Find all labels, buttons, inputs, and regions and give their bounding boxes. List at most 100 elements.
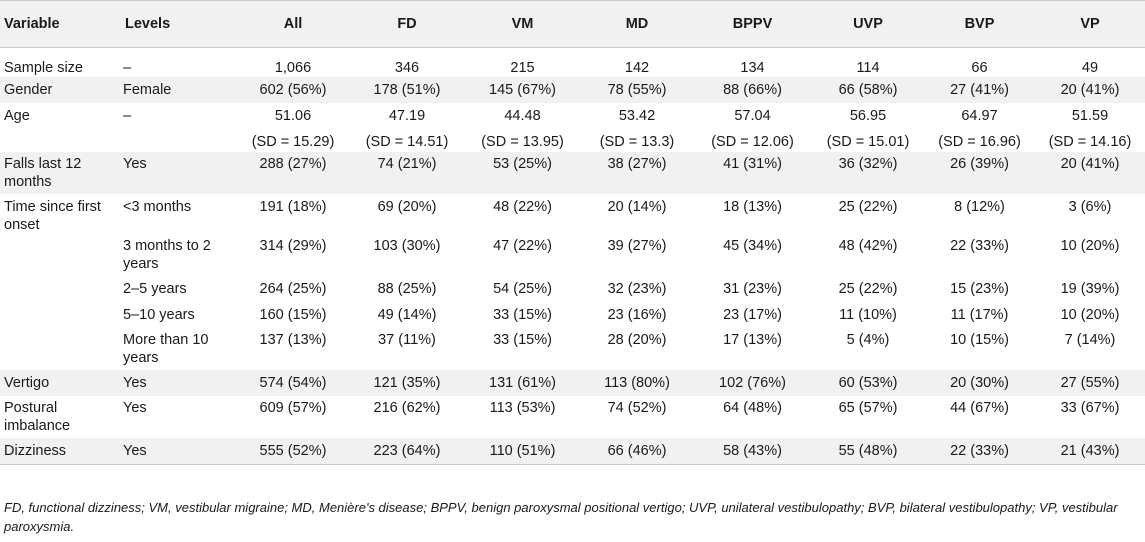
cell-vm: 131 (61%) <box>489 375 556 391</box>
cell-bvp: 26 (39%) <box>950 156 1009 172</box>
header-vm: VM <box>464 0 581 48</box>
cell-all: 602 (56%) <box>259 82 327 98</box>
row-level: 2–5 years <box>123 281 187 297</box>
cell-vm: 33 (15%) <box>493 307 552 323</box>
cell-uvp: 25 (22%) <box>838 281 898 297</box>
cell-fd: 37 (11%) <box>378 332 436 348</box>
cell-bvp: 20 (30%) <box>950 375 1009 391</box>
header-uvp: UVP <box>812 0 924 48</box>
row-level <box>121 129 236 152</box>
row-level: 3 months to 2 years <box>123 238 211 272</box>
cell-all: 1,066 <box>274 60 312 76</box>
cell-fd: 49 (14%) <box>377 307 437 323</box>
cell-bppv: 31 (23%) <box>723 281 782 297</box>
cell-fd: 47.19 <box>388 108 426 124</box>
cell-vm: 110 (51%) <box>464 438 581 465</box>
cell-bppv: 57.04 <box>734 108 771 124</box>
cell-vm: (SD = 13.95) <box>481 134 564 150</box>
cell-bvp: 22 (33%) <box>950 238 1009 254</box>
cell-vp: 20 (41%) <box>1060 156 1120 172</box>
cell-uvp: 11 (10%) <box>839 307 897 323</box>
table-row: Postural imbalance Yes 609 (57%) 216 (62… <box>0 396 1145 438</box>
cell-uvp: 56.95 <box>849 108 887 124</box>
cell-vm: 44.48 <box>504 108 541 124</box>
cell-uvp: 5 (4%) <box>846 332 890 348</box>
cell-vm: 47 (22%) <box>493 238 552 254</box>
cell-fd: 103 (30%) <box>373 238 441 254</box>
row-variable: Dizziness <box>0 438 121 465</box>
cell-vp: 20 (41%) <box>1060 82 1120 98</box>
cell-vp: 19 (39%) <box>1060 281 1120 297</box>
cell-md: 20 (14%) <box>607 199 667 215</box>
table-row: Gender Female 602 (56%) 178 (51%) 145 (6… <box>0 77 1145 103</box>
header-all: All <box>236 0 350 48</box>
cell-vp: 33 (67%) <box>1060 400 1120 416</box>
row-level: – <box>123 108 132 124</box>
cell-all: 314 (29%) <box>259 238 327 254</box>
cell-md: 38 (27%) <box>607 156 667 172</box>
header-bvp: BVP <box>924 0 1035 48</box>
header-levels: Levels <box>121 0 236 48</box>
cell-fd: 223 (64%) <box>350 438 464 465</box>
cell-vm: 54 (25%) <box>493 281 552 297</box>
cell-all: 288 (27%) <box>259 156 327 172</box>
cell-md: 23 (16%) <box>607 307 667 323</box>
cell-vm: 33 (15%) <box>493 332 552 348</box>
cell-bppv: 88 (66%) <box>723 82 782 98</box>
cell-vp: 27 (55%) <box>1060 375 1120 391</box>
cell-bppv: 45 (34%) <box>723 238 782 254</box>
cell-fd: 69 (20%) <box>377 199 437 215</box>
cell-bppv: 17 (13%) <box>723 332 782 348</box>
cell-md: 78 (55%) <box>607 82 667 98</box>
cell-bvp: 15 (23%) <box>950 281 1009 297</box>
cell-vp: 7 (14%) <box>1064 332 1116 348</box>
cell-fd: 178 (51%) <box>373 82 441 98</box>
cell-fd: 74 (21%) <box>377 156 437 172</box>
header-vp: VP <box>1035 0 1145 48</box>
cell-vp: (SD = 14.16) <box>1048 134 1132 150</box>
cell-md: 39 (27%) <box>607 238 667 254</box>
table-row: Falls last 12 months Yes 288 (27%) 74 (2… <box>0 152 1145 194</box>
row-variable <box>0 276 121 302</box>
cell-bvp: (SD = 16.96) <box>938 134 1021 150</box>
row-variable: Falls last 12 months <box>4 156 82 190</box>
cell-md: (SD = 13.3) <box>599 134 675 150</box>
cell-bvp: 64.97 <box>961 108 998 124</box>
cell-uvp: 66 (58%) <box>838 82 898 98</box>
cell-vp: 51.59 <box>1071 108 1109 124</box>
cell-uvp: 60 (53%) <box>838 375 898 391</box>
row-variable <box>0 302 121 328</box>
cell-md: 74 (52%) <box>607 400 667 416</box>
row-variable <box>0 129 121 152</box>
cell-fd: 121 (35%) <box>373 375 441 391</box>
table-row: 2–5 years 264 (25%) 88 (25%) 54 (25%) 32… <box>0 276 1145 302</box>
row-variable: Age <box>4 108 30 124</box>
cell-uvp: 55 (48%) <box>812 438 924 465</box>
cell-fd: (SD = 14.51) <box>365 134 449 150</box>
cell-uvp: 36 (32%) <box>838 156 898 172</box>
cell-all: 609 (57%) <box>259 400 327 416</box>
row-level: 5–10 years <box>123 307 195 323</box>
cell-md: 142 <box>624 60 650 76</box>
cell-vm: 53 (25%) <box>493 156 552 172</box>
row-level: – <box>123 60 132 76</box>
row-level: Yes <box>123 400 147 416</box>
cell-fd: 346 <box>394 60 420 76</box>
cell-md: 28 (20%) <box>607 332 667 348</box>
table-row: More than 10 years 137 (13%) 37 (11%) 33… <box>0 328 1145 370</box>
cell-bppv: 102 (76%) <box>719 375 786 391</box>
cell-md: 32 (23%) <box>607 281 667 297</box>
cell-bppv: 58 (43%) <box>693 438 812 465</box>
cell-all: 191 (18%) <box>259 199 327 215</box>
table-row: 5–10 years 160 (15%) 49 (14%) 33 (15%) 2… <box>0 302 1145 328</box>
cell-all: 51.06 <box>274 108 312 124</box>
cell-vm: 215 <box>510 60 535 76</box>
cell-vp: 21 (43%) <box>1035 438 1145 465</box>
cell-bvp: 11 (17%) <box>950 307 1009 323</box>
cell-fd: 216 (62%) <box>373 400 441 416</box>
cell-bvp: 8 (12%) <box>954 199 1005 215</box>
characteristics-table: Variable Levels All FD VM MD BPPV UVP BV… <box>0 0 1145 465</box>
cell-bvp: 44 (67%) <box>950 400 1009 416</box>
row-level: More than 10 years <box>123 332 209 366</box>
cell-bvp: 27 (41%) <box>950 82 1009 98</box>
